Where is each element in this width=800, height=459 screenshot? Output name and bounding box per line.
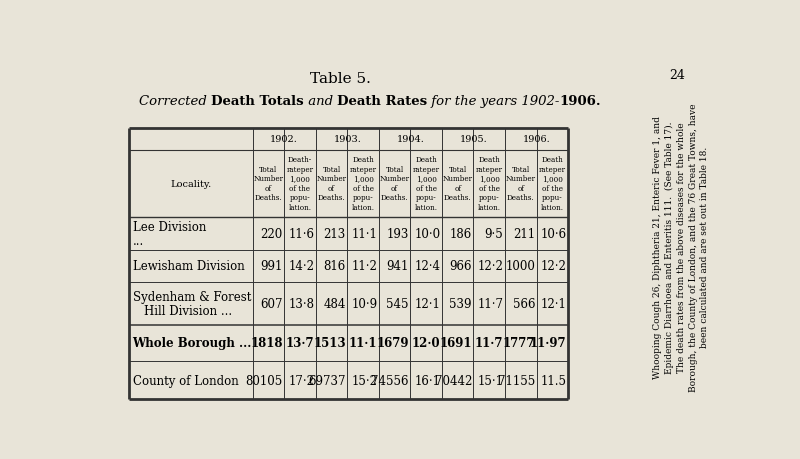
- Text: 11·7: 11·7: [475, 336, 503, 349]
- Text: Total
Number
of
Deaths.: Total Number of Deaths.: [380, 166, 410, 202]
- Text: 607: 607: [260, 297, 282, 310]
- Text: ...: ...: [133, 234, 144, 247]
- Text: 991: 991: [260, 260, 282, 273]
- Text: 941: 941: [386, 260, 409, 273]
- Text: County of London: County of London: [133, 374, 238, 387]
- Text: for the years 1902-: for the years 1902-: [427, 95, 559, 108]
- Text: 24: 24: [670, 69, 686, 82]
- Text: Death Rates: Death Rates: [337, 95, 427, 108]
- Text: Death
rateper
1,000
of the
popu-
lation.: Death rateper 1,000 of the popu- lation.: [539, 156, 566, 212]
- Text: 16·1: 16·1: [414, 374, 440, 387]
- Text: Death
rateper
1,000
of the
popu-
lation.: Death rateper 1,000 of the popu- lation.: [350, 156, 377, 212]
- Text: Lee Division: Lee Division: [133, 220, 206, 234]
- Text: Sydenham & Forest: Sydenham & Forest: [133, 290, 251, 303]
- Text: 70442: 70442: [434, 374, 472, 387]
- Text: 566: 566: [513, 297, 535, 310]
- Text: 1679: 1679: [376, 336, 409, 349]
- Text: 12·4: 12·4: [414, 260, 440, 273]
- Text: Locality.: Locality.: [170, 179, 211, 188]
- Text: Lewisham Division: Lewisham Division: [133, 260, 244, 273]
- Text: 11·2: 11·2: [351, 260, 378, 273]
- Text: 10·9: 10·9: [351, 297, 378, 310]
- Text: 14·2: 14·2: [288, 260, 314, 273]
- Text: Whole Borough ...: Whole Borough ...: [133, 336, 252, 349]
- Text: and: and: [303, 95, 337, 108]
- Text: Table 5.: Table 5.: [310, 72, 370, 86]
- Text: Whooping Cough 26, Diphtheria 21, Enteric Fever 1, and
Epidemic Diarrhoea and En: Whooping Cough 26, Diphtheria 21, Enteri…: [653, 103, 710, 391]
- Text: 12·1: 12·1: [541, 297, 566, 310]
- Text: Death Totals: Death Totals: [211, 95, 303, 108]
- Text: 1818: 1818: [250, 336, 282, 349]
- Text: Corrected: Corrected: [138, 95, 211, 108]
- Text: 966: 966: [450, 260, 472, 273]
- Text: 1777: 1777: [502, 336, 535, 349]
- Text: 484: 484: [323, 297, 346, 310]
- Text: 11·1: 11·1: [349, 336, 378, 349]
- Text: Hill Division ...: Hill Division ...: [144, 304, 232, 317]
- Text: 10·6: 10·6: [541, 227, 566, 241]
- Text: 1906.: 1906.: [559, 95, 601, 108]
- Text: 1000: 1000: [505, 260, 535, 273]
- Text: 211: 211: [513, 227, 535, 241]
- Text: 1691: 1691: [439, 336, 472, 349]
- Text: 74556: 74556: [371, 374, 409, 387]
- Text: Total
Number
of
Deaths.: Total Number of Deaths.: [506, 166, 536, 202]
- Text: Death
rateper
1,000
of the
popu-
lation.: Death rateper 1,000 of the popu- lation.: [413, 156, 440, 212]
- Text: 12·1: 12·1: [414, 297, 440, 310]
- Text: 816: 816: [323, 260, 346, 273]
- Text: Total
Number
of
Deaths.: Total Number of Deaths.: [254, 166, 283, 202]
- Text: 213: 213: [323, 227, 346, 241]
- Text: 12·2: 12·2: [541, 260, 566, 273]
- Text: 11·1: 11·1: [351, 227, 378, 241]
- Text: Total
Number
of
Deaths.: Total Number of Deaths.: [442, 166, 473, 202]
- Text: 11.5: 11.5: [541, 374, 566, 387]
- Text: 11·97: 11·97: [530, 336, 566, 349]
- Text: 10·0: 10·0: [414, 227, 440, 241]
- Text: Death
rateper
1,000
of the
popu-
lation.: Death rateper 1,000 of the popu- lation.: [476, 156, 502, 212]
- Text: 17·2: 17·2: [288, 374, 314, 387]
- Text: 186: 186: [450, 227, 472, 241]
- Text: 12·2: 12·2: [478, 260, 503, 273]
- Text: 220: 220: [261, 227, 282, 241]
- Text: 1906.: 1906.: [522, 135, 550, 144]
- Text: 11·6: 11·6: [288, 227, 314, 241]
- Text: 545: 545: [386, 297, 409, 310]
- Text: 1905.: 1905.: [459, 135, 487, 144]
- Text: 13·8: 13·8: [288, 297, 314, 310]
- Text: 12·0: 12·0: [412, 336, 440, 349]
- Text: 69737: 69737: [308, 374, 346, 387]
- Text: 539: 539: [450, 297, 472, 310]
- Text: 15·2: 15·2: [351, 374, 378, 387]
- Text: Death-
rateper
1,000
of the
popu-
lation.: Death- rateper 1,000 of the popu- lation…: [286, 156, 314, 212]
- Text: 1513: 1513: [313, 336, 346, 349]
- Text: 193: 193: [386, 227, 409, 241]
- Text: 13·7: 13·7: [286, 336, 314, 349]
- Text: 1902.: 1902.: [270, 135, 298, 144]
- Text: 9·5: 9·5: [485, 227, 503, 241]
- Text: 1904.: 1904.: [397, 135, 424, 144]
- Text: 11·7: 11·7: [478, 297, 503, 310]
- Text: Total
Number
of
Deaths.: Total Number of Deaths.: [317, 166, 346, 202]
- Text: 80105: 80105: [246, 374, 282, 387]
- Text: 71155: 71155: [498, 374, 535, 387]
- Text: 1903.: 1903.: [334, 135, 362, 144]
- Text: 15·1: 15·1: [478, 374, 503, 387]
